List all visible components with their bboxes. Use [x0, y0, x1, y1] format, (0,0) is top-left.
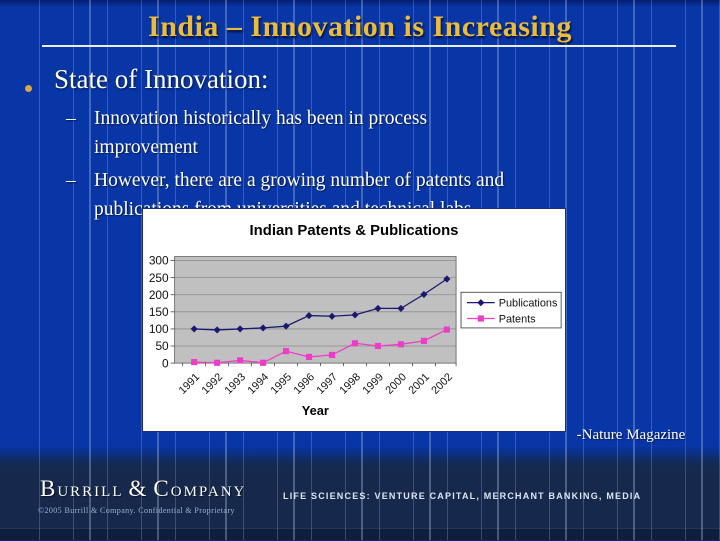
- y-tick-label: 250: [149, 271, 169, 285]
- dash-marker: –: [66, 108, 76, 129]
- y-tick-label: 200: [149, 288, 169, 302]
- legend-box: [460, 291, 562, 329]
- x-tick-label: 1992: [200, 371, 226, 397]
- logo-letters: URRILL: [57, 484, 124, 500]
- publications-marker: [443, 275, 451, 283]
- x-tick-label: 1993: [223, 371, 249, 397]
- publications-marker: [374, 304, 382, 312]
- top-shade: [0, 0, 720, 7]
- plot-border: [174, 256, 457, 364]
- y-tick-label: 150: [149, 305, 169, 319]
- footer-copyright: ©2005 Burrill & Company. Confidential & …: [38, 506, 235, 515]
- publications-marker: [282, 322, 290, 330]
- legend-label: Publications: [499, 298, 558, 310]
- logo-letter: C: [153, 476, 171, 501]
- patents-marker: [397, 341, 405, 348]
- sub-bullet-2-line-1: However, there are a growing number of p…: [94, 170, 505, 191]
- x-tick-label: 1996: [291, 371, 317, 397]
- logo-ampersand: &: [128, 476, 149, 501]
- patents-marker: [305, 353, 313, 361]
- legend-label: Patents: [499, 313, 536, 325]
- x-tick-label: 1994: [246, 371, 272, 397]
- chart-title: Indian Patents & Publications: [250, 223, 459, 239]
- patents-publications-chart: Indian Patents & Publications 0 50 100 150 20…: [142, 208, 566, 432]
- bullet-heading: State of Innovation:: [54, 64, 269, 94]
- logo-letter: B: [40, 476, 58, 501]
- sub-bullet-1: – Innovation historically has been in pr…: [66, 104, 594, 162]
- burrill-company-logo: BURRILL & COMPANY: [40, 476, 246, 502]
- patents-marker: [260, 359, 267, 366]
- x-tick-label: 2001: [406, 371, 432, 397]
- y-tick-label: 100: [149, 322, 169, 336]
- footer-tagline: LIFE SCIENCES: VENTURE CAPITAL, MERCHANT…: [283, 491, 642, 501]
- patents-marker: [374, 342, 382, 350]
- publications-marker: [351, 311, 359, 319]
- footer-bottom-strip: [0, 528, 720, 541]
- publications-marker: [236, 325, 244, 333]
- dash-marker: –: [66, 170, 76, 191]
- publications-marker: [190, 325, 198, 333]
- x-tick-label: 1998: [337, 371, 363, 397]
- patents-marker: [237, 357, 244, 364]
- sub-bullet-1-line-2: improvement: [94, 137, 198, 158]
- x-tick-label: 2000: [383, 371, 409, 397]
- patents-marker: [351, 340, 359, 347]
- publications-marker: [213, 326, 221, 334]
- publications-marker: [477, 299, 485, 307]
- publications-marker: [420, 290, 428, 298]
- y-tick-label: 50: [155, 339, 169, 353]
- sub-bullet-1-line-1: Innovation historically has been in proc…: [94, 108, 428, 129]
- patents-line: [194, 329, 448, 364]
- x-tick-label: 1999: [360, 371, 386, 397]
- logo-letters: OMPANY: [170, 484, 247, 500]
- footer-background: [0, 446, 720, 540]
- publications-marker: [305, 312, 313, 320]
- publications-line: [194, 278, 448, 331]
- plot-area: [174, 256, 457, 364]
- patents-marker: [420, 337, 427, 344]
- x-tick-label: 1997: [314, 371, 340, 397]
- x-tick-label: 1991: [177, 371, 203, 397]
- y-tick-label: 0: [162, 356, 169, 370]
- publications-marker: [397, 304, 405, 312]
- patents-marker: [477, 315, 484, 322]
- source-attribution: -Nature Magazine: [576, 427, 686, 443]
- chart-svg: Indian Patents & Publications 0 50 100 150 20…: [149, 223, 562, 418]
- patents-marker: [328, 351, 336, 358]
- publications-marker: [259, 324, 267, 332]
- patents-marker: [214, 359, 221, 366]
- slide-title: India – Innovation is Increasing: [148, 10, 572, 43]
- chart-xlabel: Year: [302, 403, 329, 418]
- publications-marker: [328, 312, 336, 320]
- patents-marker: [191, 359, 198, 366]
- y-tick-label: 300: [149, 254, 169, 268]
- title-underline: [42, 45, 676, 47]
- patents-marker: [443, 326, 450, 333]
- x-tick-label: 2002: [429, 371, 455, 397]
- patents-marker: [282, 348, 290, 355]
- x-tick-label: 1995: [268, 371, 294, 397]
- bullet-dot-icon: [25, 85, 32, 92]
